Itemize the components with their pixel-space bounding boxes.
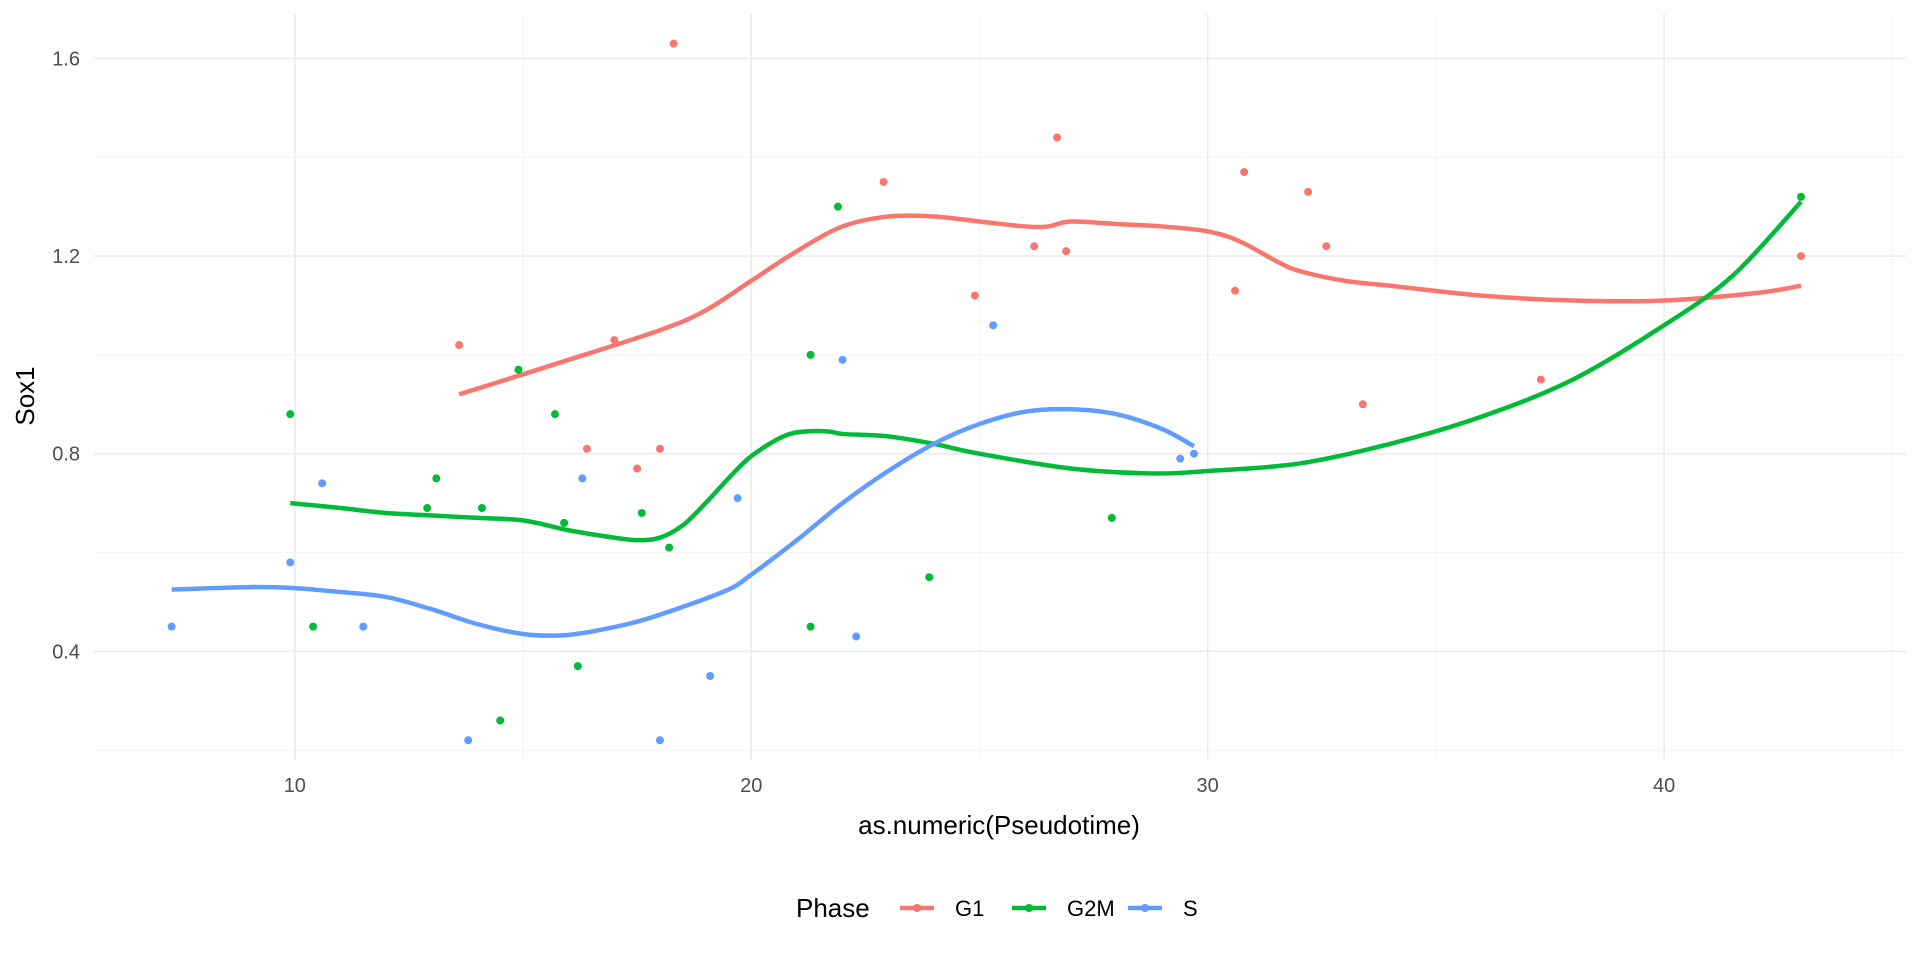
- point-g1: [455, 341, 464, 350]
- point-g1: [582, 444, 591, 453]
- data-points: [167, 39, 1806, 745]
- point-g2m: [309, 622, 318, 631]
- point-g2m: [286, 410, 295, 419]
- point-g2m: [665, 543, 674, 552]
- point-s: [852, 632, 861, 641]
- point-g1: [655, 444, 664, 453]
- point-g2m: [496, 716, 505, 725]
- legend-label-s: S: [1183, 896, 1198, 921]
- point-g1: [1322, 242, 1331, 251]
- point-g2m: [637, 508, 646, 517]
- x-tick-label: 10: [284, 775, 306, 797]
- point-g1: [633, 464, 642, 473]
- point-s: [655, 736, 664, 745]
- point-s: [1176, 454, 1185, 463]
- point-s: [167, 622, 176, 631]
- point-g1: [669, 39, 678, 48]
- point-g2m: [432, 474, 441, 483]
- point-g2m: [833, 202, 842, 211]
- point-g1: [1231, 286, 1240, 295]
- point-s: [733, 494, 742, 503]
- legend-key-point: [1141, 904, 1149, 912]
- grid: [94, 14, 1906, 760]
- point-s: [578, 474, 587, 483]
- smooth-line-g1: [458, 213, 1802, 397]
- smooth-line-g2m: [290, 200, 1803, 543]
- legend-items: G1 G2M S: [900, 896, 1198, 921]
- point-g2m: [477, 504, 486, 513]
- point-g1: [1240, 168, 1249, 177]
- point-g2m: [806, 622, 815, 631]
- x-tick-label: 40: [1653, 775, 1675, 797]
- point-g2m: [1107, 513, 1116, 522]
- x-tick-label: 30: [1197, 775, 1219, 797]
- point-s: [1189, 449, 1198, 458]
- point-s: [838, 355, 847, 364]
- point-s: [989, 321, 998, 330]
- legend-key-point: [913, 904, 921, 912]
- x-axis-ticks: 10 20 30 40: [284, 775, 1676, 797]
- point-s: [318, 479, 327, 488]
- point-g1: [1797, 252, 1806, 261]
- point-s: [286, 558, 295, 567]
- point-s: [706, 672, 715, 681]
- point-g2m: [514, 365, 523, 374]
- point-g1: [1358, 400, 1367, 409]
- x-axis-title: as.numeric(Pseudotime): [858, 810, 1140, 840]
- point-s: [359, 622, 368, 631]
- point-g2m: [560, 518, 569, 527]
- smooth-curves: [171, 200, 1803, 638]
- point-g2m: [423, 504, 432, 513]
- point-g1: [610, 336, 619, 345]
- legend-label-g1: G1: [955, 896, 984, 921]
- point-g2m: [573, 662, 582, 671]
- point-g2m: [1797, 192, 1806, 201]
- point-g1: [970, 291, 979, 300]
- point-g1: [879, 177, 888, 186]
- y-axis-title: Sox1: [10, 366, 40, 425]
- legend-label-g2m: G2M: [1067, 896, 1115, 921]
- point-g1: [1304, 187, 1313, 196]
- legend: Phase G1 G2M S: [796, 893, 1198, 923]
- legend-key-point: [1025, 904, 1033, 912]
- point-g2m: [925, 573, 934, 582]
- y-tick-label: 1.6: [52, 48, 80, 70]
- smooth-line-s: [171, 406, 1196, 638]
- y-tick-label: 1.2: [52, 246, 80, 268]
- point-s: [464, 736, 473, 745]
- y-tick-label: 0.8: [52, 444, 80, 466]
- y-tick-label: 0.4: [52, 641, 80, 663]
- point-g2m: [550, 410, 559, 419]
- x-tick-label: 20: [740, 775, 762, 797]
- point-g2m: [806, 350, 815, 359]
- legend-title: Phase: [796, 893, 870, 923]
- point-g1: [1030, 242, 1039, 251]
- point-g1: [1053, 133, 1062, 142]
- y-axis-ticks: 0.4 0.8 1.2 1.6: [52, 48, 80, 663]
- point-g1: [1062, 247, 1071, 256]
- point-g1: [1536, 375, 1545, 384]
